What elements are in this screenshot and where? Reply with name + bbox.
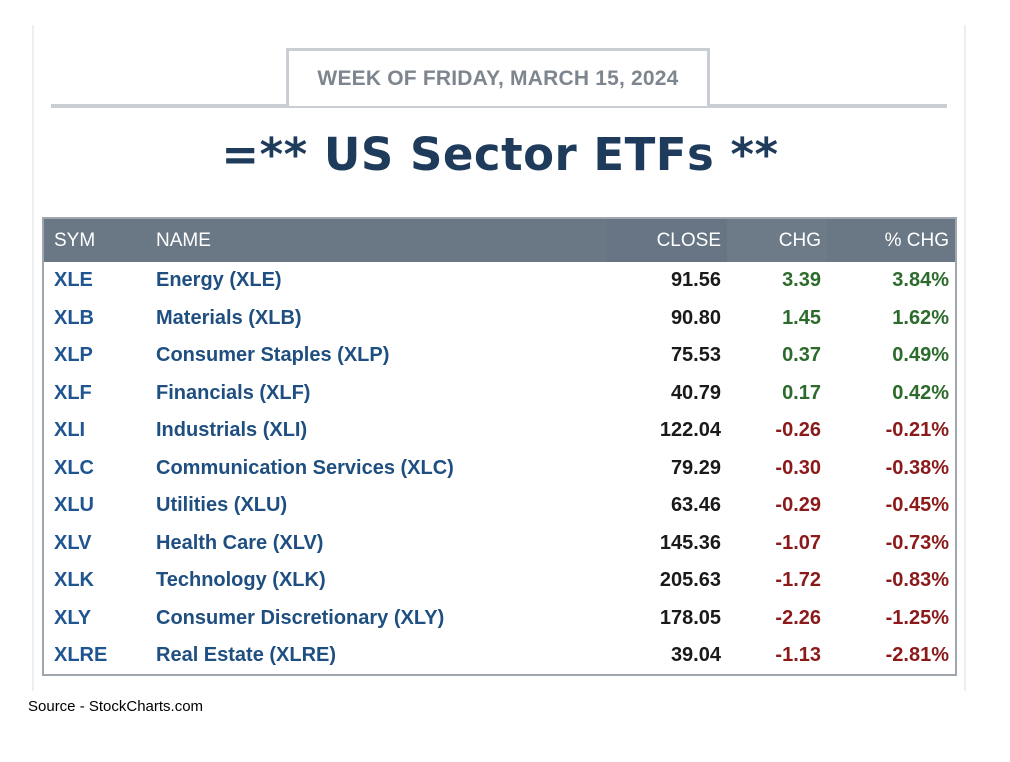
table-header-row: SYM NAME CLOSE CHG % CHG <box>43 218 956 262</box>
cell-name: Energy (XLE) <box>156 269 282 292</box>
cell-close: 40.79 <box>670 381 721 404</box>
cell-pct-chg: -0.45% <box>885 494 949 517</box>
column-header-name: NAME <box>156 229 211 251</box>
cell-pct-chg: 3.84% <box>892 269 949 292</box>
cell-name: Real Estate (XLRE) <box>156 643 337 666</box>
cell-close: 75.53 <box>670 344 721 367</box>
cell-chg: 0.17 <box>782 381 821 404</box>
column-header-chg: CHG <box>727 218 827 262</box>
cell-pct-chg: -2.81% <box>885 643 949 666</box>
cell-chg: -2.26 <box>775 606 821 629</box>
cell-sym: XLI <box>54 419 86 442</box>
column-header-pct-chg: % CHG <box>884 229 949 251</box>
cell-sym: XLRE <box>54 643 108 666</box>
cell-sym: XLK <box>54 569 94 592</box>
cell-chg: -1.72 <box>775 569 821 592</box>
column-header-sym: SYM <box>54 229 96 251</box>
cell-chg: 1.45 <box>782 306 821 329</box>
cell-chg: -0.30 <box>775 456 821 479</box>
table-row: XLI Industrials (XLI) 122.04 -0.26 -0.21% <box>43 412 956 450</box>
cell-name: Utilities (XLU) <box>156 494 288 517</box>
cell-pct-chg: 0.42% <box>892 381 949 404</box>
cell-pct-chg: -1.25% <box>885 606 949 629</box>
cell-close: 63.46 <box>670 494 721 517</box>
cell-close: 178.05 <box>659 606 721 629</box>
cell-name: Financials (XLF) <box>156 381 311 404</box>
cell-close: 205.63 <box>659 569 721 592</box>
table-row: XLC Communication Services (XLC) 79.29 -0.3… <box>43 450 956 488</box>
cell-chg: 0.37 <box>782 344 821 367</box>
cell-close: 122.04 <box>659 419 721 442</box>
cell-sym: XLF <box>54 381 92 404</box>
cell-name: Technology (XLK) <box>156 569 326 592</box>
sector-etf-table: SYM NAME CLOSE CHG % CHG XLE Energy (XLE)… <box>42 217 957 676</box>
table-row: XLV Health Care (XLV) 145.36 -1.07 -0.73% <box>43 525 956 563</box>
cell-name: Communication Services (XLC) <box>156 456 454 479</box>
cell-sym: XLV <box>54 531 92 554</box>
table-row: XLY Consumer Discretionary (XLY) 178.05 -2.… <box>43 600 956 638</box>
cell-chg: 3.39 <box>782 269 821 292</box>
cell-chg: -0.29 <box>775 494 821 517</box>
cell-name: Industrials (XLI) <box>156 419 308 442</box>
cell-sym: XLB <box>54 306 94 329</box>
cell-name: Health Care (XLV) <box>156 531 324 554</box>
cell-name: Materials (XLB) <box>156 306 302 329</box>
cell-close: 39.04 <box>670 643 721 666</box>
cell-name: Consumer Staples (XLP) <box>156 344 390 367</box>
cell-pct-chg: -0.83% <box>885 569 949 592</box>
cell-pct-chg: 0.49% <box>892 344 949 367</box>
table-row: XLRE Real Estate (XLRE) 39.04 -1.13 -2.81% <box>43 637 956 675</box>
cell-sym: XLC <box>54 456 94 479</box>
cell-close: 90.80 <box>670 306 721 329</box>
table-row: XLF Financials (XLF) 40.79 0.17 0.42% <box>43 375 956 413</box>
table-row: XLB Materials (XLB) 90.80 1.45 1.62% <box>43 300 956 338</box>
cell-close: 79.29 <box>670 456 721 479</box>
cell-pct-chg: 1.62% <box>892 306 949 329</box>
content-panel <box>32 25 966 691</box>
cell-pct-chg: -0.21% <box>885 419 949 442</box>
cell-chg: -0.26 <box>775 419 821 442</box>
cell-close: 145.36 <box>659 531 721 554</box>
cell-chg: -1.13 <box>775 643 821 666</box>
table-body: XLE Energy (XLE) 91.56 3.39 3.84% XLB Material… <box>43 262 956 675</box>
table-row: XLE Energy (XLE) 91.56 3.39 3.84% <box>43 262 956 300</box>
source-note: Source - StockCharts.com <box>28 698 204 715</box>
cell-sym: XLY <box>54 606 92 629</box>
header-rule <box>51 104 947 108</box>
cell-pct-chg: -0.38% <box>885 456 949 479</box>
cell-pct-chg: -0.73% <box>885 531 949 554</box>
table-row: XLP Consumer Staples (XLP) 75.53 0.37 0.49% <box>43 337 956 375</box>
column-header-close: CLOSE <box>607 218 727 262</box>
week-label: WEEK OF FRIDAY, MARCH 15, 2024 <box>286 48 710 106</box>
cell-sym: XLU <box>54 494 94 517</box>
table-row: XLK Technology (XLK) 205.63 -1.72 -0.83% <box>43 562 956 600</box>
cell-close: 91.56 <box>670 269 721 292</box>
cell-sym: XLP <box>54 344 93 367</box>
cell-sym: XLE <box>54 269 93 292</box>
page-title: =** US Sector ETFs ** <box>221 128 779 181</box>
cell-chg: -1.07 <box>775 531 821 554</box>
cell-name: Consumer Discretionary (XLY) <box>156 606 445 629</box>
table-row: XLU Utilities (XLU) 63.46 -0.29 -0.45% <box>43 487 956 525</box>
